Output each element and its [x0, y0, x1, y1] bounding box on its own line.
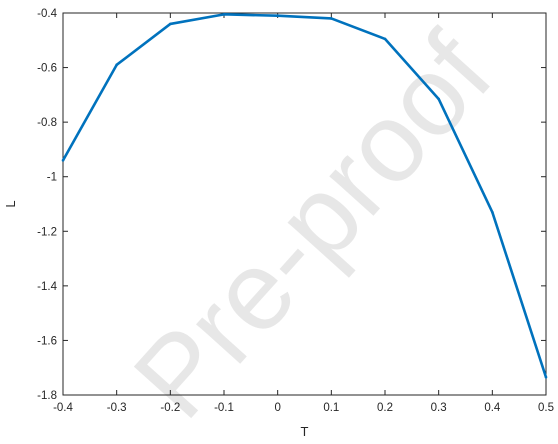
x-tick-label: -0.2: [160, 402, 180, 414]
data-point: [222, 13, 226, 16]
y-tick-label: -0.6: [37, 63, 57, 75]
watermark-text: Pre-proof: [110, 10, 516, 441]
x-axis-label: T: [301, 424, 309, 439]
y-tick-labels: -1.8 -1.6 -1.4 -1.2 -1 -0.8 -0.6 -0.4: [37, 8, 57, 402]
data-point: [330, 17, 333, 20]
x-tick-label: -0.1: [214, 402, 234, 414]
data-point: [437, 97, 440, 101]
x-tick-labels: -0.4 -0.3 -0.2 -0.1 0 0.1 0.2 0.3 0.4 0.5: [53, 402, 554, 414]
y-tick-label: -1.4: [37, 281, 57, 293]
axis-ticks: [62, 12, 547, 396]
watermark: Pre-proof: [110, 10, 516, 441]
data-point: [491, 210, 494, 214]
data-point: [169, 22, 172, 26]
x-tick-label: 0.4: [484, 402, 501, 414]
x-tick-label: -0.4: [53, 402, 73, 414]
y-tick-label: -1.8: [37, 390, 57, 402]
x-tick-label: 0.2: [377, 402, 393, 414]
x-tick-label: 0.5: [538, 402, 554, 414]
data-point: [276, 14, 279, 18]
x-tick-label: 0.3: [431, 402, 447, 414]
y-tick-label: -0.8: [37, 117, 57, 129]
y-tick-label: -1.6: [37, 335, 57, 347]
x-tick-label: 0: [274, 402, 280, 414]
y-tick-label: -1: [47, 172, 57, 184]
series-line: [61, 13, 548, 378]
y-tick-label: -0.4: [37, 8, 57, 20]
data-point: [383, 37, 387, 41]
x-tick-label: 0.1: [323, 402, 339, 414]
x-tick-label: -0.3: [107, 402, 127, 414]
data-point: [61, 159, 65, 162]
data-point: [115, 63, 118, 67]
y-axis-label: L: [3, 200, 18, 207]
plot-area: [62, 12, 547, 396]
y-tick-label: -1.2: [37, 226, 57, 238]
data-point: [544, 375, 548, 379]
series-layer: [61, 13, 548, 379]
